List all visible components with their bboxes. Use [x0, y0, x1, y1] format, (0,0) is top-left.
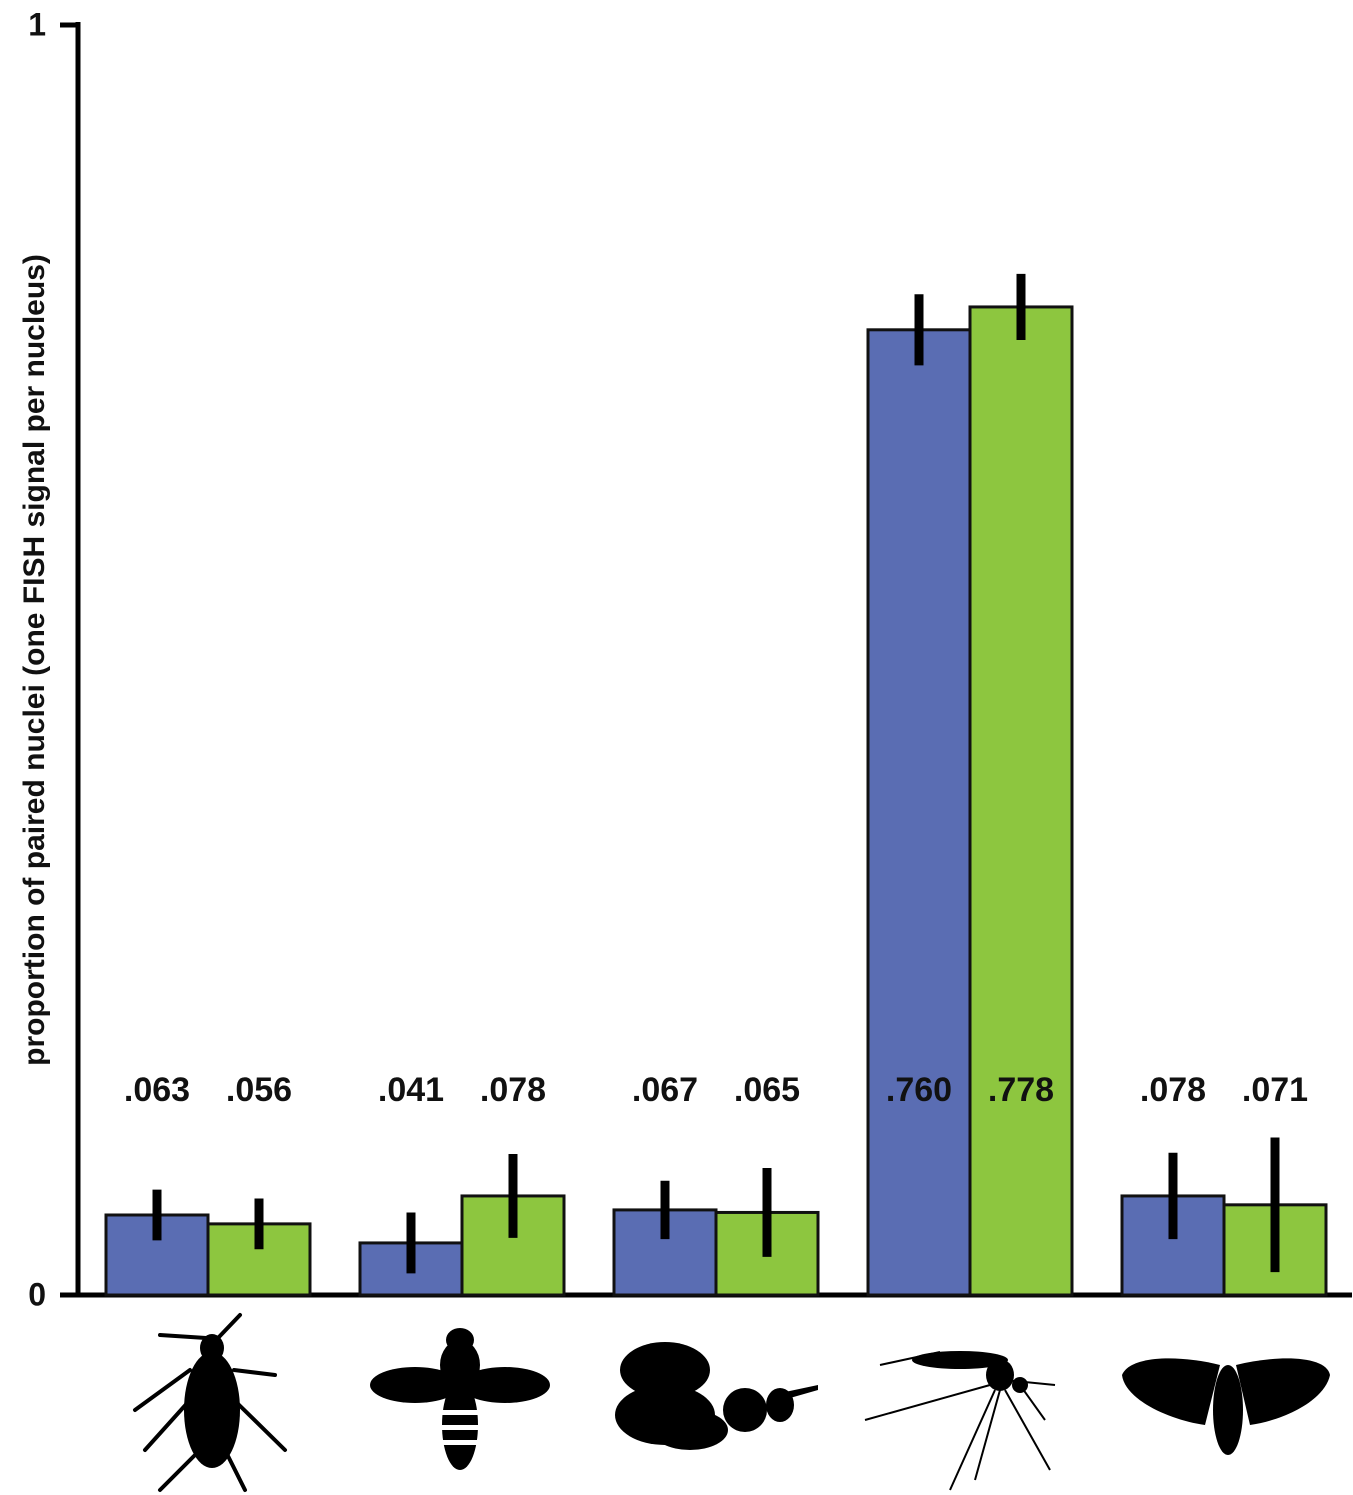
mosquito-icon [865, 1351, 1055, 1490]
bar [970, 307, 1072, 1295]
y-tick-label: 1 [28, 6, 46, 42]
chart: proportion of paired nuclei (one FISH si… [0, 0, 1353, 1495]
y-axis-label: proportion of paired nuclei (one FISH si… [18, 254, 51, 1066]
value-label: .041 [378, 1071, 444, 1109]
value-label: .078 [480, 1071, 546, 1109]
moth-icon [1122, 1358, 1330, 1455]
aphid-icon [135, 1315, 285, 1490]
wasp-icon [615, 1342, 818, 1450]
value-label: .778 [988, 1071, 1054, 1109]
insect-icons [135, 1315, 1330, 1490]
value-label: .056 [226, 1071, 292, 1109]
value-label: .065 [734, 1071, 800, 1109]
value-label: .760 [886, 1071, 952, 1109]
y-tick-label: 0 [28, 1276, 46, 1312]
value-label: .071 [1242, 1071, 1308, 1109]
value-label: .063 [124, 1071, 190, 1109]
value-label: .067 [632, 1071, 698, 1109]
bar [868, 330, 970, 1295]
bee-icon [370, 1328, 550, 1470]
value-label: .078 [1140, 1071, 1206, 1109]
